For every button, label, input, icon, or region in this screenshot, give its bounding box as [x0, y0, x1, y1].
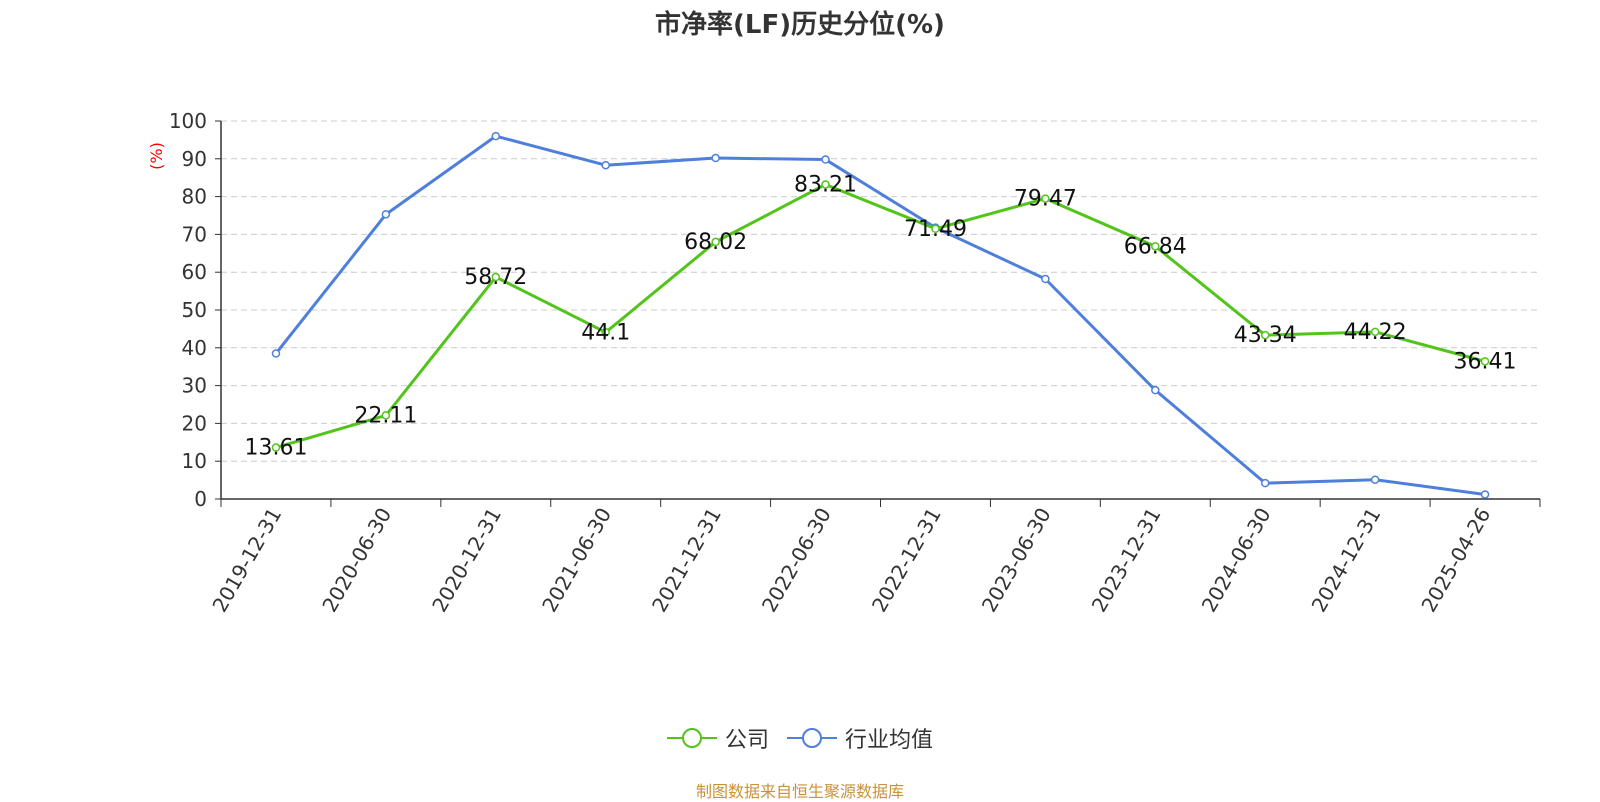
y-tick-label: 10	[182, 449, 207, 473]
data-label: 83.21	[794, 172, 857, 197]
data-label: 43.34	[1234, 323, 1297, 348]
x-tick-label: 2023-12-31	[1087, 504, 1166, 617]
y-tick-label: 40	[182, 336, 207, 360]
data-point-industry	[1151, 385, 1160, 395]
legend-item-company[interactable]: 公司	[666, 722, 769, 754]
x-tick-label: 2021-12-31	[647, 504, 726, 617]
data-point-company	[1041, 194, 1050, 203]
series-line-industry	[274, 134, 1486, 496]
series-line-company	[275, 182, 1486, 449]
y-tick-label: 30	[182, 374, 207, 398]
data-point-company	[931, 224, 940, 234]
x-tick-label: 2020-06-30	[317, 504, 396, 617]
data-point-company	[711, 237, 720, 247]
data-point-company	[381, 411, 391, 420]
x-tick-label: 2019-12-31	[207, 504, 286, 617]
data-point-industry	[1480, 490, 1490, 499]
y-tick-label: 80	[182, 185, 207, 209]
x-tick-label: 2022-06-30	[757, 504, 836, 617]
legend-label-company: 公司	[724, 728, 769, 753]
data-label: 36.41	[1454, 349, 1517, 374]
y-tick-label: 50	[182, 298, 207, 322]
data-label: 58.72	[464, 265, 527, 290]
data-point-company	[1260, 330, 1270, 340]
data-label: 68.02	[684, 230, 747, 255]
x-tick-label: 2024-12-31	[1307, 504, 1386, 617]
data-label: 44.1	[581, 320, 630, 345]
data-point-company	[271, 443, 281, 452]
data-label: 71.49	[904, 217, 967, 242]
legend-line-circle-icon	[666, 728, 717, 748]
data-point-industry	[601, 160, 610, 170]
y-tick-label: 70	[182, 222, 207, 246]
y-tick-label: 90	[182, 147, 207, 171]
data-point-industry	[271, 349, 281, 358]
y-tick-label: 0	[194, 487, 207, 511]
legend: 公司 行业均值	[0, 722, 1600, 754]
data-labels: 13.61 22.11 58.72 44.1 68.02 83.21 71.49 79.47 6…	[244, 172, 1516, 460]
data-label: 44.22	[1344, 320, 1407, 345]
data-point-company	[821, 180, 830, 189]
legend-line-circle-icon	[787, 728, 837, 748]
data-label: 66.84	[1124, 234, 1187, 259]
data-label: 13.61	[244, 436, 307, 461]
x-tick-label: 2022-12-31	[867, 504, 946, 617]
data-label: 22.11	[354, 403, 417, 428]
x-tick-label: 2025-04-26	[1416, 504, 1495, 617]
data-point-company	[1151, 242, 1160, 251]
data-point-industry	[711, 153, 720, 163]
legend-label-industry: 行业均值	[845, 728, 934, 753]
legend-item-industry[interactable]: 行业均值	[787, 722, 933, 754]
y-tick-label: 20	[182, 411, 207, 435]
line-chart: 0 10 20 30 40 50 60 70 80 90 100(%) 2019-12-31 2020-…	[147, 109, 1541, 617]
data-source-footer: 制图数据来自恒生聚源数据库	[695, 782, 904, 801]
data-point-company	[1480, 357, 1490, 366]
data-point-industry	[821, 155, 830, 164]
data-point-industry	[381, 210, 391, 219]
data-point-industry	[1260, 478, 1270, 488]
data-point-industry	[1041, 274, 1050, 284]
y-tick-label: 60	[182, 260, 207, 284]
data-point-company	[1370, 327, 1380, 337]
x-tick-label: 2023-06-30	[977, 504, 1056, 617]
grid-lines	[221, 120, 1540, 462]
data-label: 79.47	[1014, 187, 1077, 212]
y-axis-label: (%)	[147, 142, 166, 170]
data-point-industry	[491, 131, 501, 141]
data-point-company	[491, 272, 501, 282]
x-tick-label: 2024-06-30	[1197, 504, 1276, 617]
chart-title: 市净率(LF)历史分位(%)	[655, 10, 945, 40]
series-lines	[271, 131, 1490, 499]
y-tick-label: 100	[169, 109, 207, 133]
data-point-company	[601, 328, 610, 337]
x-tick-label: 2020-12-31	[427, 504, 506, 617]
x-tick-label: 2021-06-30	[537, 504, 616, 617]
data-point-industry	[1370, 475, 1380, 484]
